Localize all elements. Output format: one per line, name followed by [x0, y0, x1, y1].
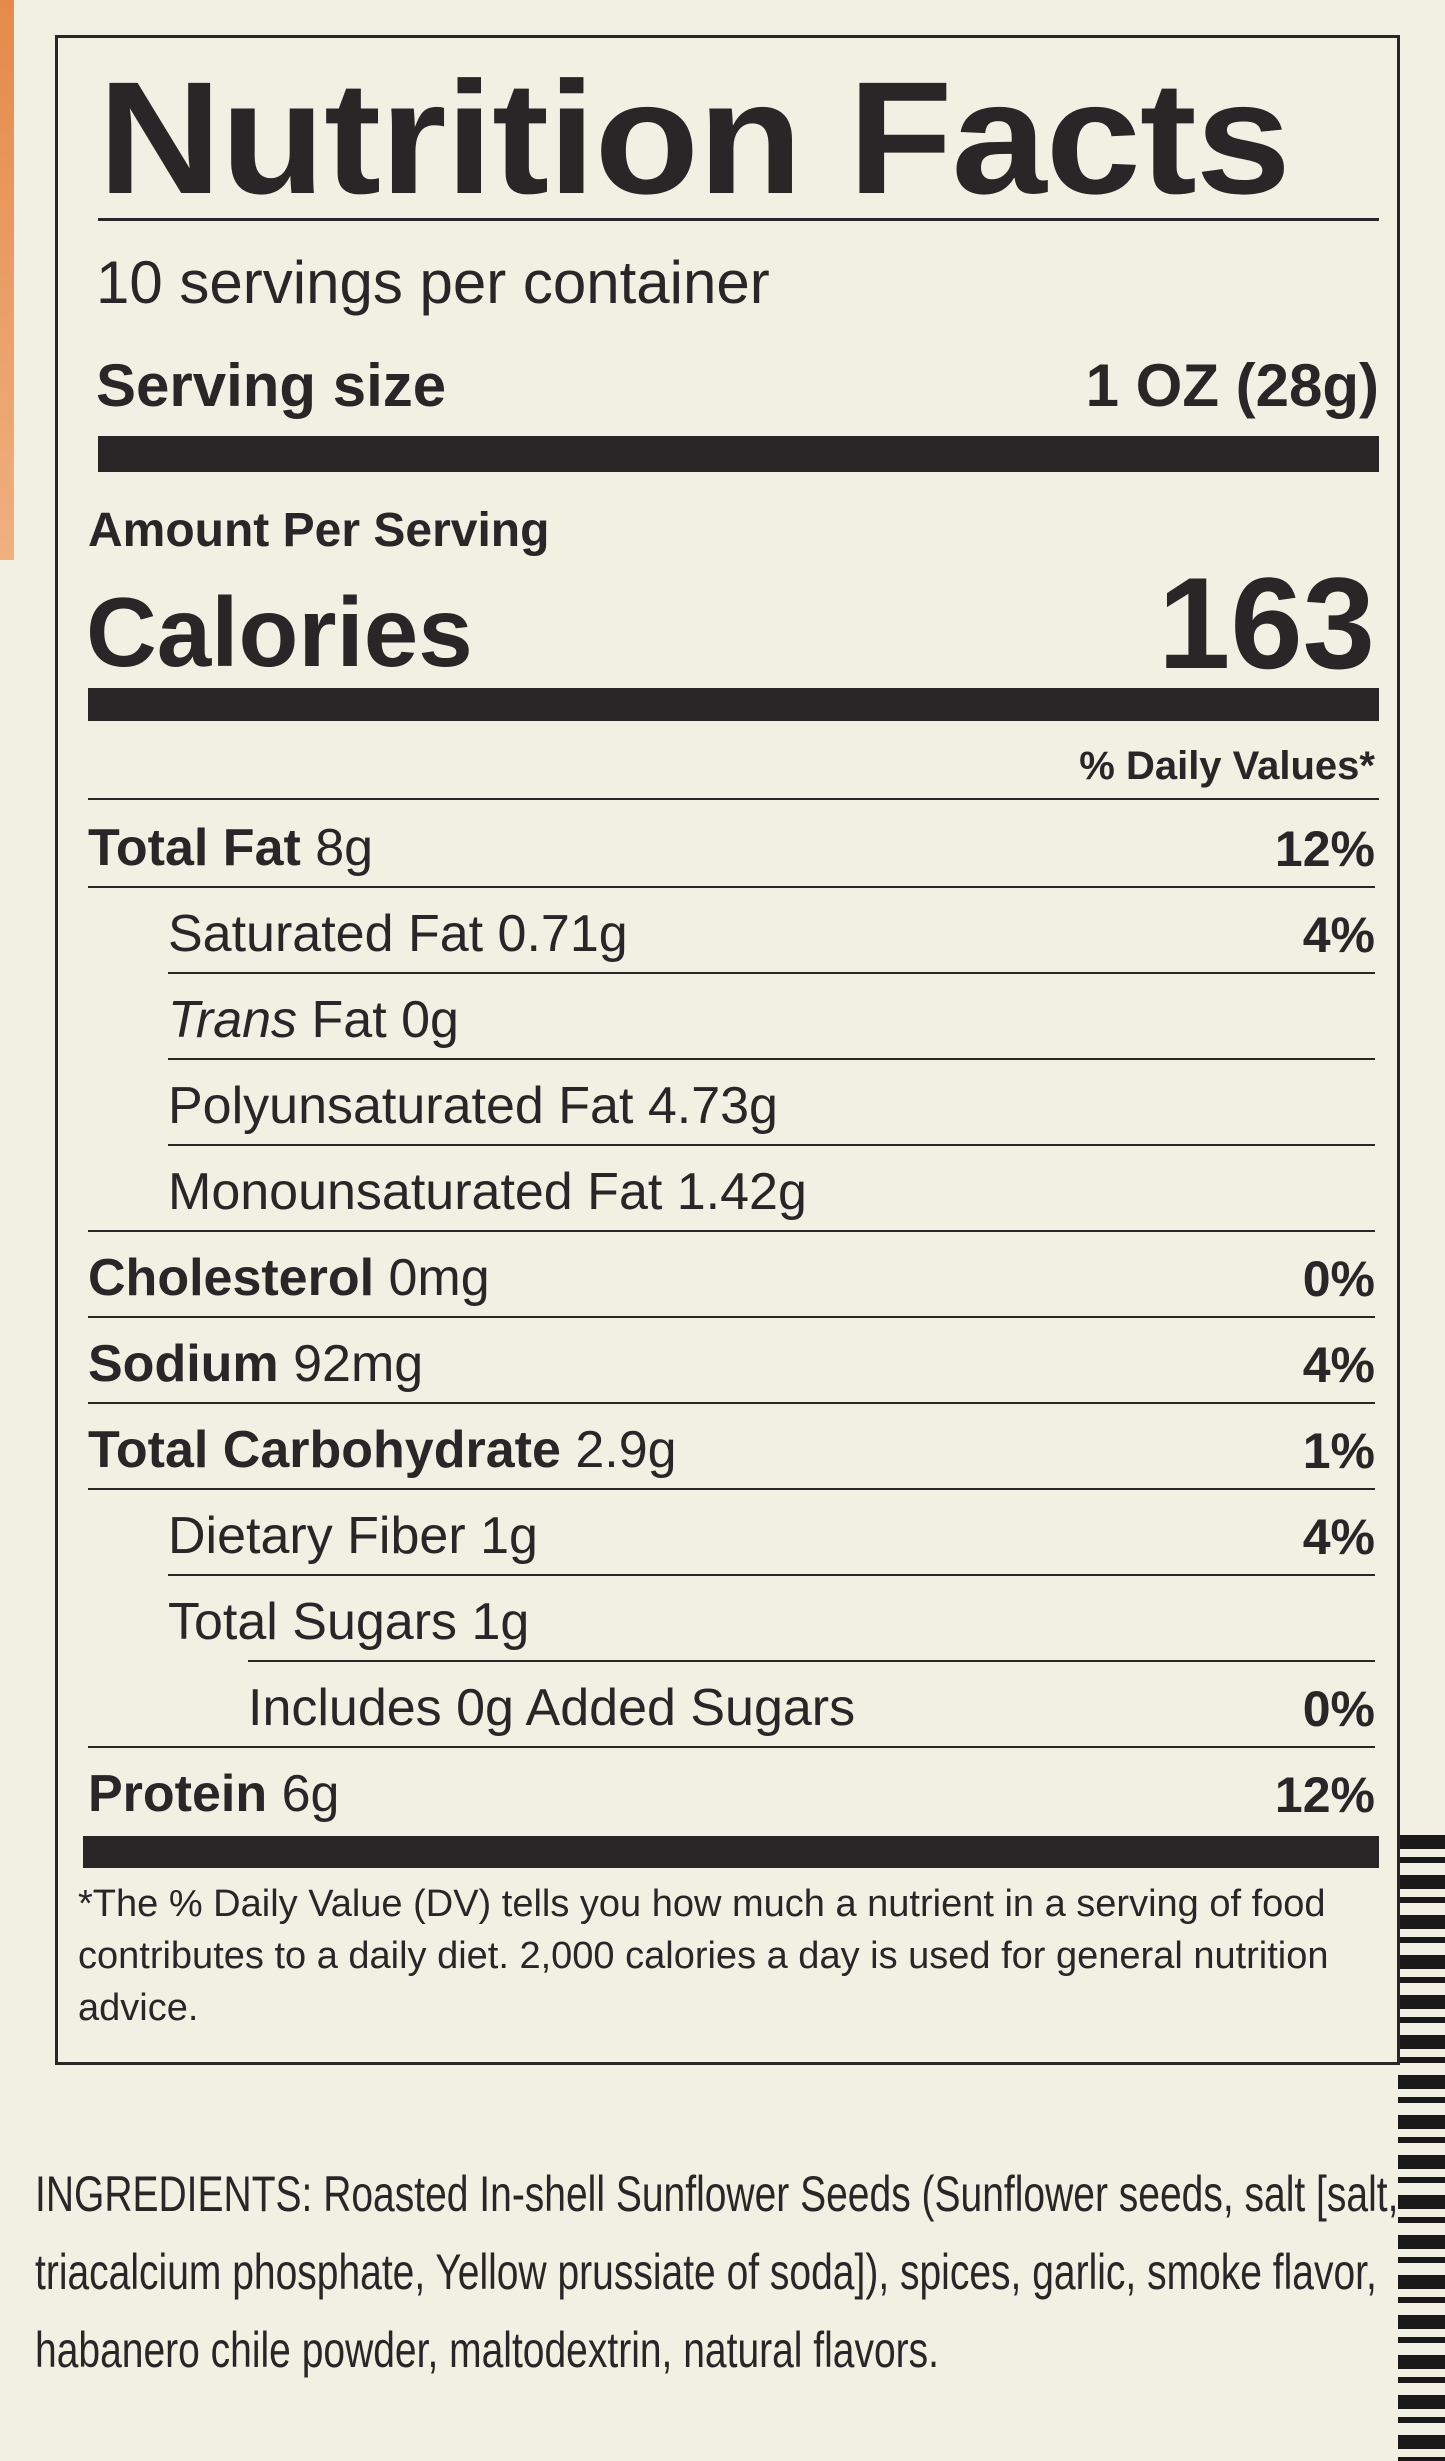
nutrient-row: Protein 6g 12%: [88, 1746, 1375, 1834]
nutrient-row: Includes 0g Added Sugars 0%: [88, 1660, 1375, 1748]
nutrient-row: Cholesterol 0mg 0%: [88, 1230, 1375, 1318]
daily-value-percent: 4%: [1302, 907, 1375, 963]
nutrient-row: Total Carbohydrate 2.9g 1%: [88, 1402, 1375, 1490]
nutrient-name: Total Fat: [88, 819, 301, 877]
nutrient-row: Trans Fat 0g: [88, 972, 1375, 1060]
nutrient-row: Saturated Fat 0.71g 4%: [88, 886, 1375, 974]
panel-title: Nutrition Facts: [98, 48, 1291, 227]
nutrient-row: Dietary Fiber 1g 4%: [88, 1488, 1375, 1576]
nutrient-label: Sodium 92mg: [88, 1338, 423, 1390]
row-divider: [88, 1402, 1375, 1404]
nutrient-label: Total Carbohydrate 2.9g: [88, 1424, 677, 1476]
nutrient-amount: 6g: [267, 1765, 340, 1823]
nutrient-label: Total Fat 8g: [88, 822, 373, 874]
nutrient-amount: 4.73g: [633, 1077, 778, 1135]
package-edge: [0, 0, 14, 560]
thick-divider: [88, 688, 1379, 721]
nutrient-name: Total Carbohydrate: [88, 1421, 561, 1479]
nutrient-name: Includes 0g Added Sugars: [248, 1679, 856, 1737]
calories-label: Calories: [86, 577, 473, 687]
nutrient-amount: 1g: [457, 1593, 530, 1651]
nutrient-row: Monounsaturated Fat 1.42g: [88, 1144, 1375, 1232]
thick-divider: [83, 1836, 1379, 1868]
row-divider: [168, 1574, 1375, 1576]
divider: [88, 798, 1379, 800]
row-divider: [168, 1058, 1375, 1060]
row-divider: [88, 1230, 1375, 1232]
nutrient-name: Sodium: [88, 1335, 279, 1393]
row-divider: [88, 1746, 1375, 1748]
nutrient-name: Monounsaturated Fat: [168, 1163, 663, 1221]
nutrient-amount: 0mg: [374, 1249, 490, 1307]
ingredients: INGREDIENTS: Roasted In-shell Sunflower …: [35, 2166, 1399, 2378]
nutrition-facts-panel: Nutrition Facts 10 servings per containe…: [55, 35, 1400, 2065]
nutrient-amount: 92mg: [278, 1335, 424, 1393]
servings-per-container: 10 servings per container: [96, 249, 770, 316]
nutrient-name: Saturated Fat: [168, 905, 484, 963]
daily-value-percent: 12%: [1274, 821, 1375, 877]
daily-value-percent: 1%: [1302, 1423, 1375, 1479]
nutrient-label: Saturated Fat 0.71g: [168, 908, 628, 960]
nutrient-name: Polyunsaturated Fat: [168, 1077, 634, 1135]
nutrient-name-italic: Trans: [168, 991, 298, 1049]
daily-value-percent: 4%: [1302, 1509, 1375, 1565]
nutrient-label: Includes 0g Added Sugars: [248, 1682, 855, 1734]
nutrient-amount: 0.71g: [483, 905, 628, 963]
barcode: [1398, 1835, 1445, 2461]
calories-value: 163: [1158, 550, 1375, 696]
nutrient-row: Total Sugars 1g: [88, 1574, 1375, 1662]
nutrient-label: Monounsaturated Fat 1.42g: [168, 1166, 807, 1218]
footnote: *The % Daily Value (DV) tells you how mu…: [78, 1883, 1329, 2029]
row-divider: [88, 886, 1375, 888]
row-divider: [168, 972, 1375, 974]
daily-value-percent: 0%: [1302, 1681, 1375, 1737]
nutrient-amount: 1g: [465, 1507, 538, 1565]
row-divider: [168, 1144, 1375, 1146]
nutrient-amount: 0g: [386, 991, 459, 1049]
nutrient-label: Cholesterol 0mg: [88, 1252, 490, 1304]
nutrient-name: Protein: [88, 1765, 268, 1823]
nutrient-name: Total Sugars: [168, 1593, 458, 1651]
amount-per-serving: Amount Per Serving: [88, 504, 550, 557]
nutrient-name: Dietary Fiber: [168, 1507, 466, 1565]
row-divider: [88, 1316, 1375, 1318]
serving-size-value: 1 OZ (28g): [1085, 352, 1379, 419]
nutrient-label: Dietary Fiber 1g: [168, 1510, 538, 1562]
nutrient-row: Sodium 92mg 4%: [88, 1316, 1375, 1404]
daily-values-header: % Daily Values*: [1079, 744, 1375, 788]
row-divider: [88, 1488, 1375, 1490]
daily-value-percent: 12%: [1274, 1767, 1375, 1823]
nutrient-amount: 1.42g: [662, 1163, 807, 1221]
nutrient-label: Polyunsaturated Fat 4.73g: [168, 1080, 778, 1132]
daily-value-percent: 4%: [1302, 1337, 1375, 1393]
nutrient-label: Total Sugars 1g: [168, 1596, 529, 1648]
row-divider: [248, 1660, 1375, 1662]
nutrient-label: Protein 6g: [88, 1768, 339, 1820]
serving-size-label: Serving size: [96, 352, 447, 419]
thick-divider: [98, 436, 1379, 472]
nutrient-row: Total Fat 8g 12%: [88, 800, 1375, 888]
nutrient-name: Fat: [297, 991, 387, 1049]
nutrient-amount: 8g: [300, 819, 374, 877]
divider: [98, 218, 1379, 221]
daily-value-percent: 0%: [1302, 1251, 1375, 1307]
nutrient-row: Polyunsaturated Fat 4.73g: [88, 1058, 1375, 1146]
nutrient-amount: 2.9g: [560, 1421, 677, 1479]
nutrient-name: Cholesterol: [88, 1249, 375, 1307]
nutrient-label: Trans Fat 0g: [168, 994, 459, 1046]
